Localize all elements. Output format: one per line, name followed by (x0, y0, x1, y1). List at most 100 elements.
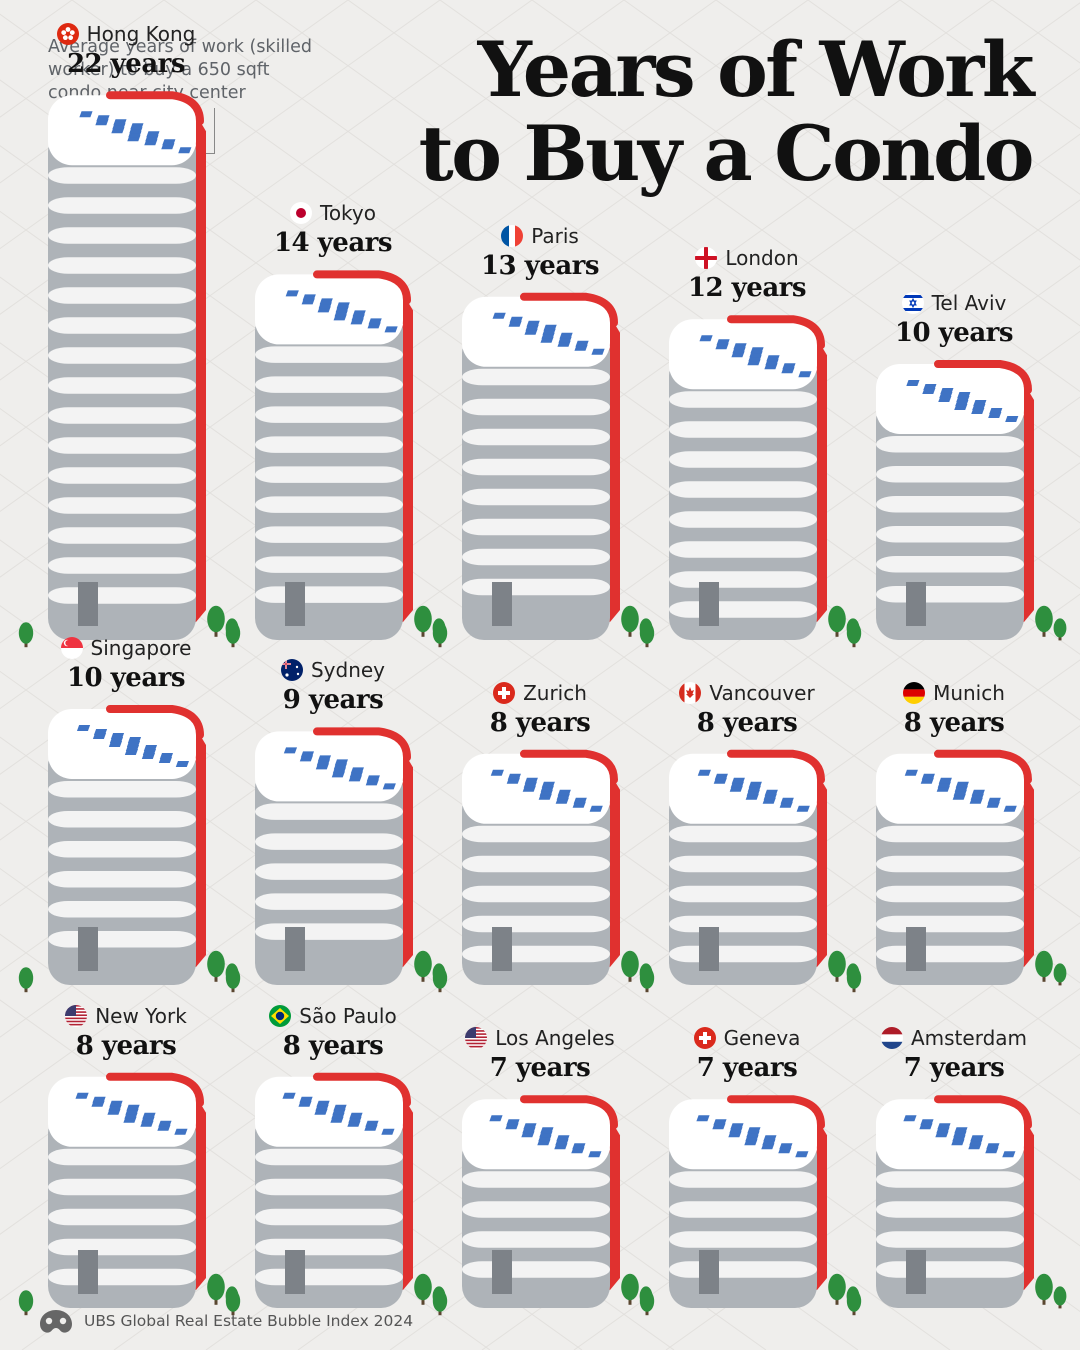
building-window (766, 355, 780, 362)
building-window (142, 1112, 156, 1119)
city-name-row: Sydney (223, 657, 443, 683)
building-window (957, 392, 971, 398)
building-floor-band (255, 833, 403, 850)
building-floor-band (462, 885, 610, 903)
building-window (955, 781, 969, 788)
building-zurich (462, 749, 620, 985)
tree-icon (621, 950, 639, 982)
tree-icon (432, 967, 448, 993)
flag-wrapper (269, 1004, 292, 1027)
building-floor-band (255, 1268, 403, 1286)
years-value: 14 years (273, 228, 393, 259)
building-tel-aviv (876, 360, 1034, 640)
building-floor-band (462, 458, 610, 476)
building-floor-band (462, 945, 610, 963)
tree-icon (18, 622, 34, 648)
city-label-munich: Munich 8 years (844, 680, 1064, 738)
building-roof-edge-amsterdam (934, 1095, 1032, 1130)
building-window (490, 769, 504, 776)
building-amsterdam (876, 1095, 1034, 1308)
building-floor-band (48, 841, 196, 858)
building-floor-band (669, 1201, 817, 1218)
building-floor-band (255, 803, 403, 820)
building-window (920, 1119, 934, 1126)
building-floor-band (669, 391, 817, 408)
building-window (127, 737, 142, 743)
tree-icon (1035, 1273, 1053, 1305)
city-label-singapore: Singapore 10 years (16, 635, 236, 693)
city-name-row: Los Angeles (430, 1025, 650, 1051)
building-window (282, 1092, 296, 1099)
building-roof-edge-s-o-paulo (313, 1072, 411, 1107)
building-floor-band (48, 871, 196, 888)
city-name-row: São Paulo (223, 1003, 443, 1029)
building-door-paris (492, 582, 512, 626)
building-floor-band (876, 1261, 1024, 1278)
flag-wrapper (60, 637, 83, 659)
building-door-tel-aviv (906, 582, 926, 626)
city-name-row: Geneva (637, 1025, 857, 1051)
building-window (349, 1112, 363, 1119)
city-name: Paris (531, 223, 579, 248)
building-window (334, 759, 348, 766)
building-floor-band (669, 825, 817, 843)
hong-kong-flag-icon (56, 23, 79, 46)
building-floor-band (48, 287, 196, 304)
building-window (365, 1120, 379, 1127)
building-window (162, 139, 176, 146)
tree-icon (828, 605, 846, 637)
building-floor-band (462, 915, 610, 933)
building-roof-edge-vancouver (727, 749, 825, 784)
building-window (970, 1135, 984, 1142)
hong-kong-label-connector (214, 108, 215, 154)
building-window (523, 1123, 537, 1130)
building-window (1005, 416, 1019, 422)
england-flag-icon (695, 247, 718, 270)
building-floor-band (255, 1238, 403, 1256)
usa-flag-icon (465, 1027, 488, 1050)
visual-capitalist-logo-icon (40, 1310, 72, 1333)
building-window (588, 1151, 602, 1158)
building-window (158, 1120, 172, 1127)
city-name: Tokyo (320, 201, 376, 226)
building-window (750, 347, 764, 354)
chart-title-text: Years of Work to Buy a Condo (418, 25, 1035, 198)
building-window (923, 384, 937, 390)
building-window (509, 316, 523, 323)
building-window (384, 326, 398, 333)
building-floor-band (48, 1238, 196, 1256)
city-label-geneva: Geneva 7 years (637, 1025, 857, 1083)
building-floor-band (48, 587, 196, 604)
building-window (543, 324, 557, 331)
building-roof-edge-paris (520, 292, 618, 327)
building-door-vancouver (699, 927, 719, 971)
building-body-tel-aviv (876, 398, 1024, 640)
building-window (146, 131, 160, 138)
building-munich (876, 749, 1034, 985)
building-s-o-paulo (255, 1072, 413, 1308)
building-singapore (48, 705, 206, 985)
building-floor-band (255, 1208, 403, 1226)
tree-icon (1053, 963, 1067, 986)
building-floor-band (48, 317, 196, 334)
city-label-tokyo: Tokyo 14 years (223, 200, 443, 258)
building-window (110, 733, 125, 739)
city-label-hong-kong: Hong Kong 22 years (16, 21, 236, 79)
tree-icon (846, 1290, 862, 1316)
building-floor-band (255, 893, 403, 910)
building-london (669, 315, 827, 640)
building-roof-singapore (48, 709, 196, 779)
building-window (352, 310, 366, 317)
building-window (299, 1096, 313, 1103)
building-floor-band (48, 1148, 196, 1166)
building-floor-band (255, 436, 403, 453)
tree-icon (639, 622, 655, 648)
building-door-munich (906, 927, 926, 971)
chart-title: Years of Work to Buy a Condo (332, 25, 1035, 198)
building-door-amsterdam (906, 1250, 926, 1294)
tree-icon (207, 950, 225, 982)
building-door-hong-kong (78, 582, 98, 626)
city-name-row: Vancouver (637, 680, 857, 706)
building-floor-band (876, 1171, 1024, 1188)
